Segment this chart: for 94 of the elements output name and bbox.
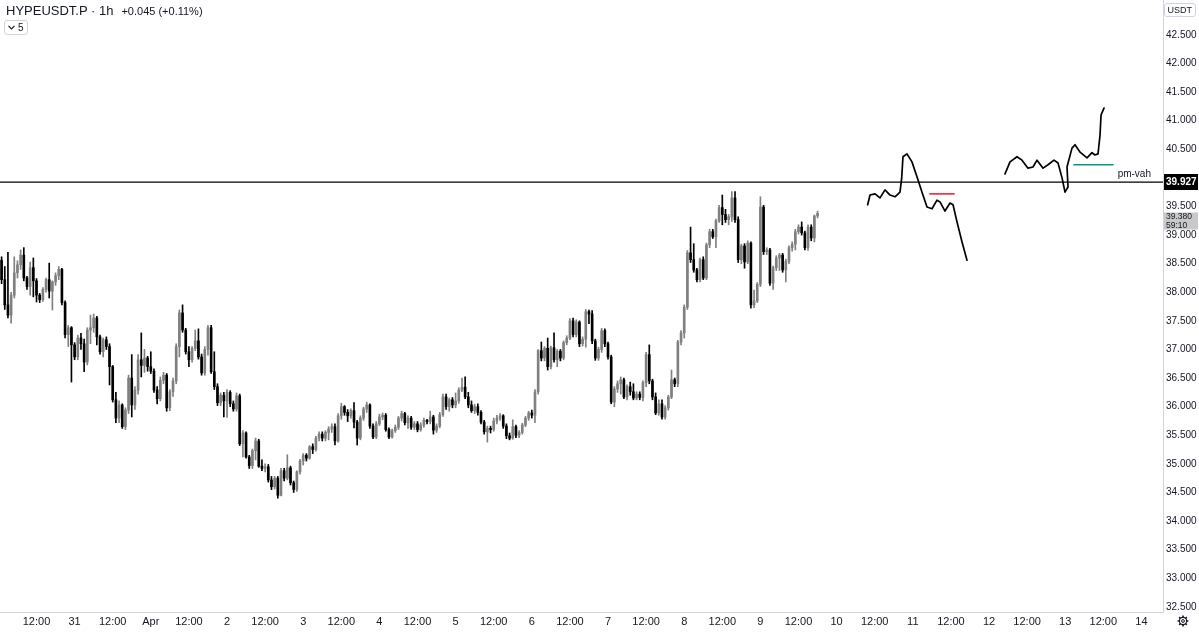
candlestick [543, 346, 546, 362]
chart-title: HYPEUSDT.P · 1h [6, 3, 114, 18]
x-tick-label: 9 [757, 614, 764, 627]
candlestick [765, 247, 769, 255]
x-tick-label: 14 [1135, 614, 1148, 627]
candlestick [416, 421, 419, 433]
candlestick [159, 376, 162, 402]
x-tick-label: 5 [452, 614, 459, 627]
y-tick-label: 39.000 [1166, 228, 1198, 240]
x-tick-label: 12:00 [251, 614, 279, 627]
y-tick-label: 34.000 [1166, 514, 1198, 526]
candlestick [305, 453, 308, 462]
annotation: 5 [18, 21, 24, 34]
y-tick-label: 37.500 [1166, 314, 1198, 326]
y-tick-label: 38.000 [1166, 286, 1198, 298]
x-tick-label: 12 [982, 614, 996, 627]
candlestick [451, 397, 454, 409]
chart-subtitle: +0.045 (+0.11%) [121, 5, 203, 17]
text: 59:10 [1166, 219, 1188, 230]
y-tick-label: 42.000 [1166, 57, 1198, 69]
candlestick [473, 404, 476, 414]
annotation: 39.927 [1166, 176, 1198, 188]
x-tick-label: 12:00 [22, 614, 51, 627]
x-tick-label: 12:00 [98, 614, 127, 627]
x-tick-label: 6 [528, 614, 535, 627]
y-tick-label: 32.500 [1166, 600, 1198, 612]
x-tick-label: 12:00 [860, 614, 889, 627]
candlestick [219, 392, 222, 406]
candlestick [235, 392, 238, 412]
x-tick-label: 11 [907, 614, 919, 627]
x-tick-label: 31 [68, 614, 81, 627]
candlestick [635, 391, 638, 401]
x-tick-label: 12:00 [708, 614, 737, 627]
x-tick-label: 12:00 [403, 614, 432, 627]
candlestick [413, 421, 416, 430]
y-tick-label: 36.000 [1166, 400, 1198, 412]
candlestick [432, 414, 435, 435]
candlestick [32, 257, 35, 298]
candlestick [273, 476, 276, 490]
y-tick-label: 35.500 [1166, 429, 1198, 441]
x-tick-label: 3 [300, 614, 307, 627]
candlestick [740, 243, 743, 265]
x-tick-label: 12:00 [632, 614, 660, 627]
candlestick [489, 425, 492, 434]
x-tick-label: Apr [142, 614, 160, 627]
candlestick [308, 445, 311, 460]
x-tick-label: 12:00 [556, 614, 584, 627]
x-tick-label: 12:00 [784, 614, 813, 627]
text: 39.380 [1166, 211, 1193, 222]
x-tick-label: 12:00 [1089, 614, 1118, 627]
candlestick [346, 409, 349, 422]
x-tick-label: 12:00 [479, 614, 508, 627]
y-tick-label: 36.500 [1166, 371, 1198, 383]
candlestick [578, 320, 581, 347]
y-tick-label: 42.500 [1166, 28, 1198, 40]
y-tick-label: 41.500 [1166, 85, 1198, 97]
y-tick-label: 35.000 [1166, 457, 1198, 469]
candlestick [762, 205, 765, 255]
x-tick-label: 12:00 [937, 614, 965, 627]
x-tick-label: 7 [604, 614, 612, 627]
candlestick [813, 214, 816, 243]
candlestick [486, 425, 489, 443]
candlestick [70, 326, 73, 383]
candlestick [778, 253, 781, 271]
y-tick-label: 39.500 [1166, 200, 1198, 212]
x-tick-label: 2 [223, 614, 231, 627]
candlestick [143, 349, 146, 373]
x-tick-label: 4 [376, 614, 383, 627]
candlestick [632, 383, 635, 401]
y-tick-label: 37.000 [1166, 343, 1198, 355]
y-tick-label: 40.500 [1166, 143, 1198, 155]
candlestick [286, 454, 289, 481]
ref-line-label: pm-vah [1117, 167, 1151, 179]
y-tick-label: 33.000 [1166, 572, 1198, 583]
x-tick-label: 12:00 [175, 614, 203, 627]
y-tick-label: 38.500 [1166, 257, 1198, 269]
candlestick [559, 349, 562, 362]
x-tick-label: 12:00 [1013, 614, 1041, 627]
y-axis-title: USDT [1163, 3, 1196, 17]
y-tick-label: 33.500 [1166, 543, 1198, 555]
candlestick [139, 332, 143, 378]
y-tick-label: 41.000 [1166, 114, 1198, 126]
candlestick [540, 341, 543, 362]
x-tick-label: 12:00 [327, 614, 356, 627]
candlestick [327, 426, 330, 441]
candlestick [324, 430, 327, 442]
candlestick [743, 243, 746, 269]
x-tick-label: 10 [830, 614, 843, 627]
candlestick [781, 253, 784, 273]
y-tick-label: 34.500 [1166, 486, 1198, 498]
x-tick-label: 8 [681, 614, 688, 627]
x-tick-label: 13 [1059, 614, 1072, 627]
candlestick [673, 377, 677, 387]
candlestick [419, 422, 423, 432]
